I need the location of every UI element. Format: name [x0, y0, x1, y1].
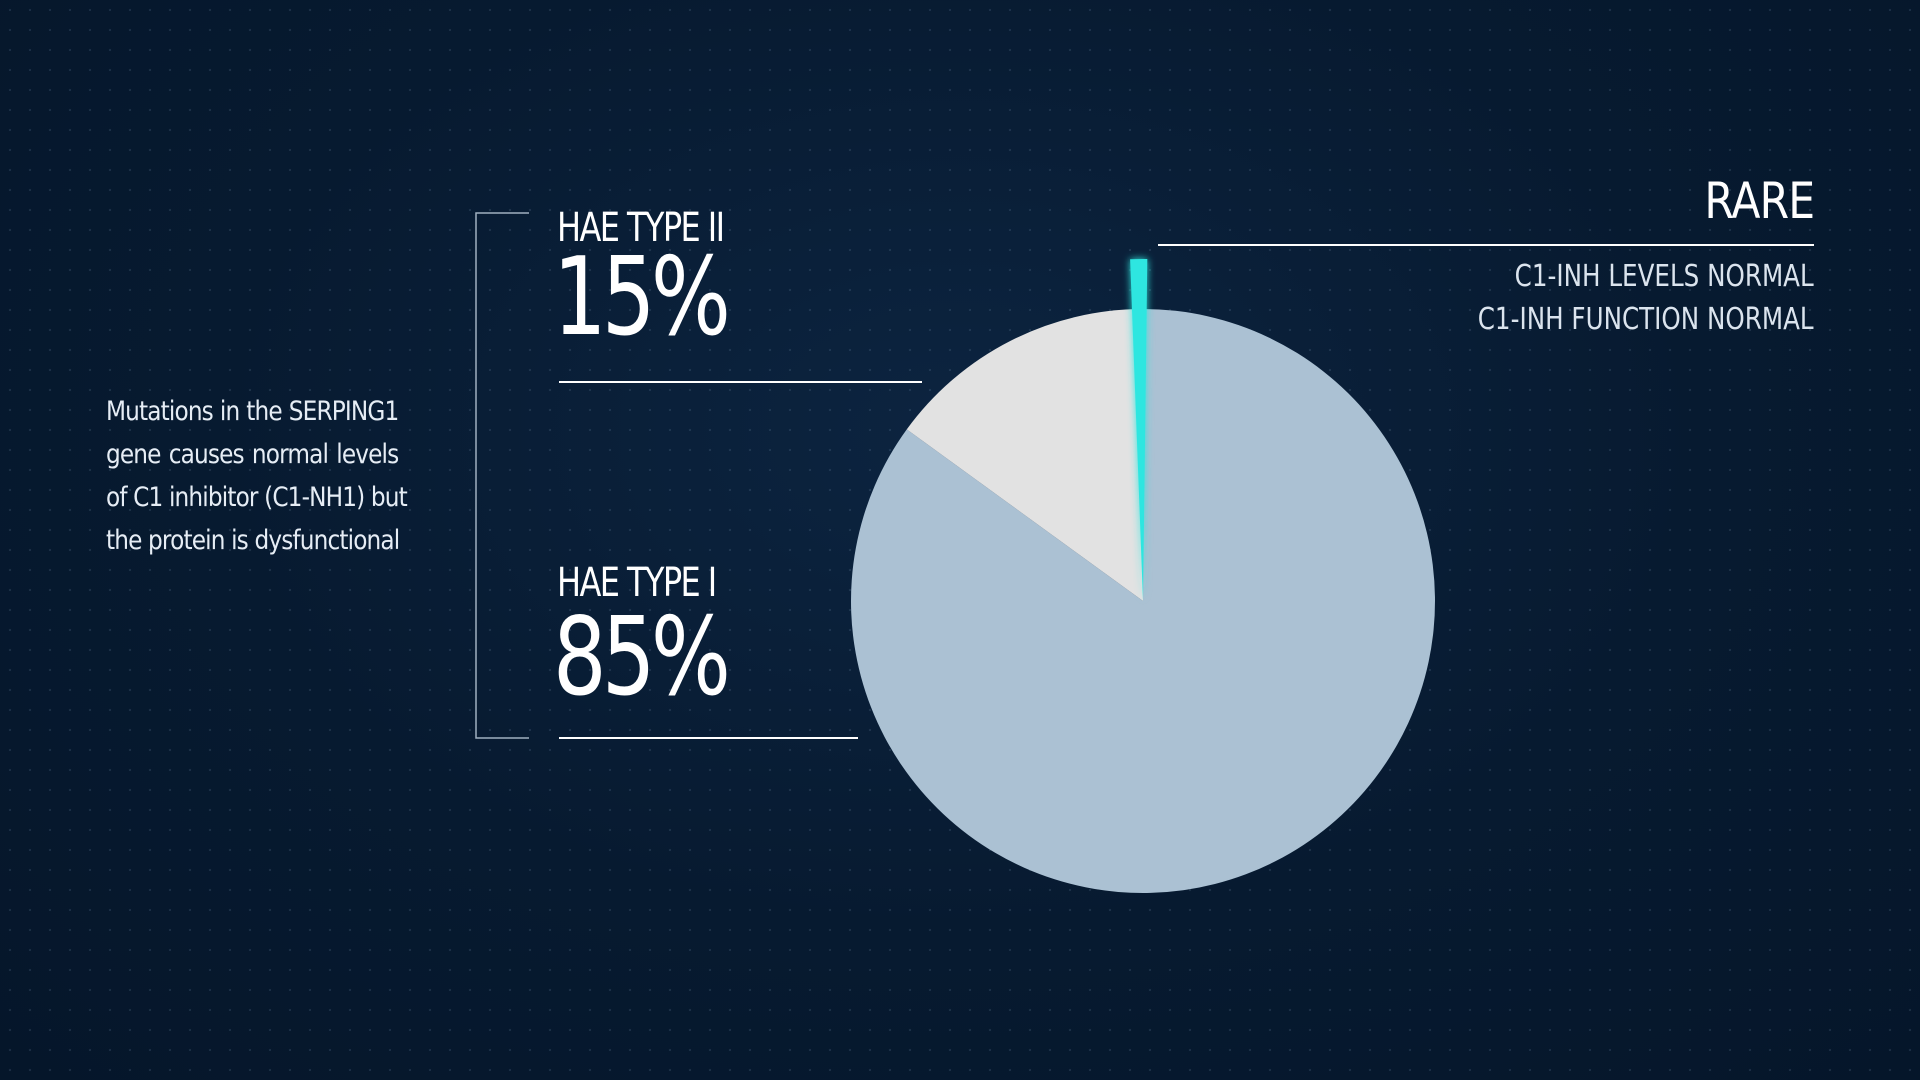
- pie-slice-hae-type-ii: [906, 309, 1143, 601]
- type-ii-percent-group: 15%: [553, 244, 775, 352]
- description-line: gene causes normal levels: [106, 439, 399, 470]
- description-line: Mutations in the SERPING1: [106, 396, 399, 427]
- bracket-line: [475, 212, 529, 739]
- description-line: of C1 inhibitor (C1-NH1) but: [106, 482, 408, 513]
- description-text: Mutations in the SERPING1 gene causes no…: [106, 390, 446, 562]
- rare-note-function: C1-INH FUNCTION NORMAL: [1478, 302, 1814, 337]
- pie-slices: [850, 259, 1435, 893]
- type-i-percent-group: 85%: [553, 604, 775, 712]
- rare-title: RARE: [1704, 172, 1815, 230]
- type-i-percent: 85%: [553, 595, 731, 720]
- type-ii-name: HAE TYPE II: [557, 205, 725, 251]
- type-ii-label-group: HAE TYPE II: [557, 208, 765, 248]
- description-line: the protein is dysfunctional: [106, 525, 400, 556]
- type-i-name: HAE TYPE I: [557, 560, 717, 606]
- rare-note-levels: C1-INH LEVELS NORMAL: [1514, 259, 1814, 294]
- pie-slice-rare: [1130, 259, 1148, 601]
- type-i-label-group: HAE TYPE I: [557, 563, 755, 603]
- type-ii-percent: 15%: [553, 235, 731, 360]
- pie-slice-hae-type-i: [850, 309, 1435, 893]
